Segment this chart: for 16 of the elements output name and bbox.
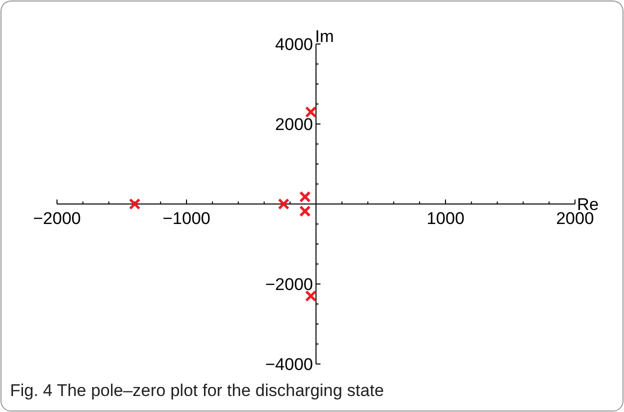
point xyxy=(305,106,317,118)
point xyxy=(299,205,311,217)
point xyxy=(305,290,317,302)
x-tick-label: −1000 xyxy=(162,209,210,228)
y-tick-label: 2000 xyxy=(275,115,313,134)
y-tick-label: −4000 xyxy=(265,355,313,374)
x-tick-label: 2000 xyxy=(556,209,594,228)
x-tick-label: −2000 xyxy=(33,209,81,228)
x-tick-label: 1000 xyxy=(426,209,464,228)
point xyxy=(278,198,290,210)
point xyxy=(128,198,140,210)
y-tick-label: 4000 xyxy=(275,35,313,54)
text: Fig. 4 The pole–zero plot for the discharging state xyxy=(10,381,384,400)
y-tick-label: −2000 xyxy=(265,275,313,294)
point xyxy=(299,191,311,203)
y-axis-title: Im xyxy=(315,27,334,46)
